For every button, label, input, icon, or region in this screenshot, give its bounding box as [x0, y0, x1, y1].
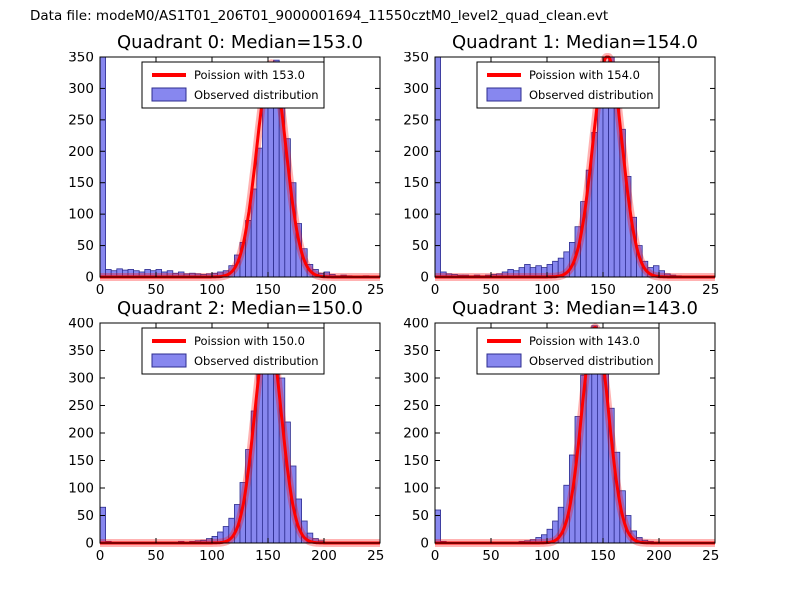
- legend-label-fit: Poission with 143.0: [529, 334, 640, 348]
- x-tick-label: 150: [590, 282, 616, 298]
- y-tick-label: 250: [68, 112, 94, 128]
- legend-patch-sample: [486, 353, 522, 368]
- subplot-title-quadrant-3: Quadrant 3: Median=143.0: [452, 298, 698, 319]
- legend-label-observed: Observed distribution: [194, 88, 319, 102]
- y-tick-label: 50: [77, 508, 94, 524]
- x-tick-label: 50: [147, 282, 164, 298]
- x-tick-label: 250: [367, 548, 385, 564]
- subplot-quadrant-2: Quadrant 2: Median=150.0 0 50 100 150 200 25 0…: [50, 298, 385, 568]
- x-tick-label: 0: [96, 548, 105, 564]
- y-tick-label: 150: [403, 175, 429, 191]
- subplot-title-quadrant-1: Quadrant 1: Median=154.0: [452, 32, 698, 53]
- y-tick-label: 200: [403, 426, 429, 442]
- legend-label-fit: Poission with 153.0: [194, 68, 305, 82]
- legend: Poission with 143.0 Observed distribution: [476, 327, 660, 375]
- y-tick-label: 250: [403, 112, 429, 128]
- subplot-quadrant-1: Quadrant 1: Median=154.0 0 50 100 150 200 25 0…: [385, 32, 720, 302]
- y-tick-label: 150: [68, 453, 94, 469]
- y-tick-label: 350: [403, 343, 429, 359]
- subplot-title-quadrant-0: Quadrant 0: Median=153.0: [117, 32, 363, 53]
- x-tick-label: 200: [311, 548, 337, 564]
- x-tick-label: 100: [534, 282, 560, 298]
- x-tick-label: 0: [431, 282, 440, 298]
- legend-label-fit: Poission with 150.0: [194, 334, 305, 348]
- y-tick-label: 350: [403, 52, 429, 66]
- y-tick-label: 400: [68, 318, 94, 332]
- y-tick-label: 100: [403, 207, 429, 223]
- y-tick-label: 100: [403, 481, 429, 497]
- legend-label-observed: Observed distribution: [194, 354, 319, 368]
- y-tick-label: 0: [85, 536, 94, 552]
- y-tick-label: 50: [77, 238, 94, 254]
- y-tick-label: 50: [412, 238, 429, 254]
- legend-patch-sample: [486, 87, 522, 102]
- legend: Poission with 150.0 Observed distribution: [141, 327, 325, 375]
- chart-quadrant-3: 0 50 100 150 200 250 0 50 100 150 200 250 300 350 400 P…: [403, 318, 720, 564]
- histogram-bar: [99, 56, 106, 278]
- x-tick-label: 150: [255, 548, 281, 564]
- legend-patch-sample: [151, 87, 187, 102]
- x-tick-label: 200: [311, 282, 337, 298]
- chart-quadrant-0: 0 50 100 150 200 250 0 50 100 150 200 250 300 350 Pois…: [68, 52, 385, 298]
- y-tick-label: 0: [420, 536, 429, 552]
- y-tick-label: 300: [68, 371, 94, 387]
- histogram-bar: [99, 506, 106, 544]
- y-tick-label: 100: [68, 207, 94, 223]
- legend: Poission with 154.0 Observed distribution: [476, 61, 660, 109]
- legend: Poission with 153.0 Observed distribution: [141, 61, 325, 109]
- y-tick-label: 50: [412, 508, 429, 524]
- y-tick-label: 350: [68, 343, 94, 359]
- x-tick-label: 250: [702, 282, 720, 298]
- x-tick-label: 100: [534, 548, 560, 564]
- y-tick-label: 300: [403, 81, 429, 97]
- y-tick-label: 0: [420, 270, 429, 286]
- x-tick-label: 150: [590, 548, 616, 564]
- histogram-bar: [434, 56, 441, 278]
- legend-label-observed: Observed distribution: [529, 354, 654, 368]
- x-tick-label: 200: [646, 548, 672, 564]
- y-tick-label: 300: [68, 81, 94, 97]
- y-tick-label: 150: [403, 453, 429, 469]
- axes-frame: [434, 56, 716, 278]
- y-tick-label: 300: [403, 371, 429, 387]
- chart-quadrant-1: 0 50 100 150 200 250 0 50 100 150 200 250 300 350 Pois…: [403, 52, 720, 298]
- y-tick-label: 200: [68, 426, 94, 442]
- y-tick-label: 200: [403, 144, 429, 160]
- y-tick-label: 100: [68, 481, 94, 497]
- histogram-bar: [434, 509, 441, 544]
- x-tick-label: 50: [147, 548, 164, 564]
- x-tick-label: 100: [199, 282, 225, 298]
- x-tick-label: 0: [96, 282, 105, 298]
- y-tick-label: 150: [68, 175, 94, 191]
- y-tick-label: 400: [403, 318, 429, 332]
- chart-quadrant-2: 0 50 100 150 200 250 0 50 100 150 200 250 300 350 400 P…: [68, 318, 385, 564]
- y-tick-label: 200: [68, 144, 94, 160]
- subplot-quadrant-0: Quadrant 0: Median=153.0 0 50 100 150 200 25 0…: [50, 32, 385, 302]
- x-tick-label: 150: [255, 282, 281, 298]
- axes-frame: [99, 56, 381, 278]
- x-tick-label: 0: [431, 548, 440, 564]
- histogram-bars: [434, 56, 688, 278]
- subplot-quadrant-3: Quadrant 3: Median=143.0 0 50 100 150 200 25 0…: [385, 298, 720, 568]
- x-tick-label: 250: [702, 548, 720, 564]
- figure-title: Data file: modeM0/AS1T01_206T01_90000016…: [30, 8, 609, 24]
- histogram-bar: [261, 103, 269, 278]
- x-tick-label: 250: [367, 282, 385, 298]
- x-tick-label: 200: [646, 282, 672, 298]
- legend-label-fit: Poission with 154.0: [529, 68, 640, 82]
- legend-patch-sample: [151, 353, 187, 368]
- x-tick-label: 50: [482, 548, 499, 564]
- subplot-title-quadrant-2: Quadrant 2: Median=150.0: [117, 298, 363, 319]
- y-tick-label: 0: [85, 270, 94, 286]
- y-tick-label: 350: [68, 52, 94, 66]
- x-tick-label: 100: [199, 548, 225, 564]
- y-tick-label: 250: [68, 398, 94, 414]
- legend-label-observed: Observed distribution: [529, 88, 654, 102]
- x-tick-label: 50: [482, 282, 499, 298]
- y-tick-label: 250: [403, 398, 429, 414]
